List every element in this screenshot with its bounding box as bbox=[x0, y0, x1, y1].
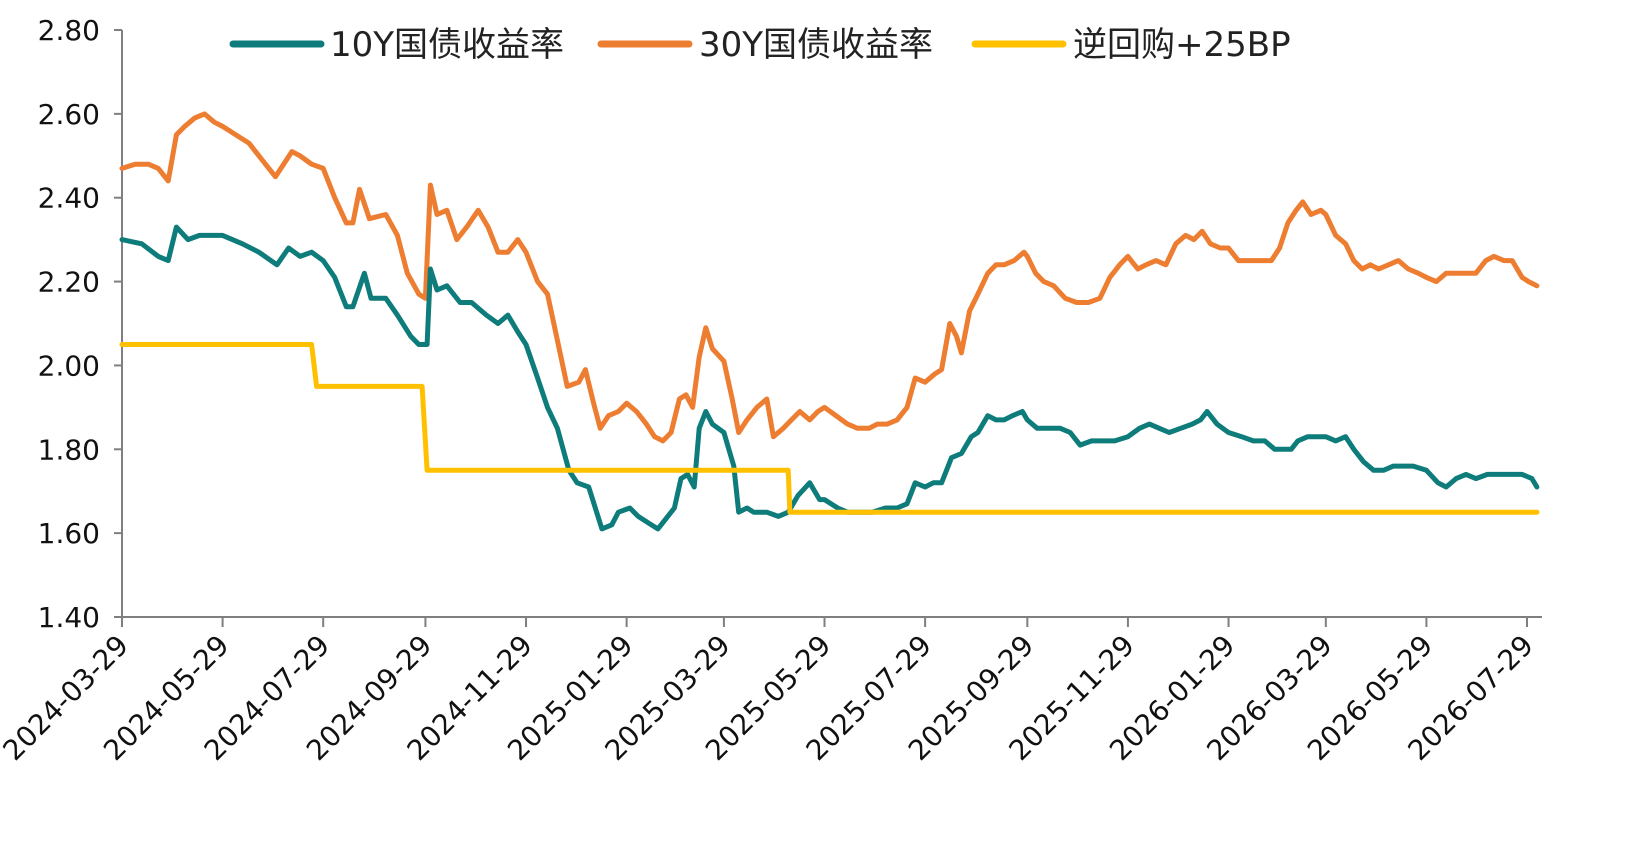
y-tick-label: 1.60 bbox=[38, 517, 100, 550]
y-tick-label: 2.00 bbox=[38, 349, 100, 382]
y-tick-label: 1.80 bbox=[38, 433, 100, 466]
y-tick-label: 2.40 bbox=[38, 182, 100, 215]
x-axis: 2024-03-292024-05-292024-07-292024-09-29… bbox=[0, 616, 1542, 767]
y-tick-label: 1.40 bbox=[38, 601, 100, 634]
legend-label-0: 10Y国债收益率 bbox=[330, 25, 564, 65]
y-tick-label: 2.80 bbox=[38, 14, 100, 47]
series-layer bbox=[119, 111, 1540, 532]
y-axis: 2.80 2.60 2.40 2.20 2.00 1.80 1.60 1.40 bbox=[38, 14, 123, 634]
y-tick-label: 2.20 bbox=[38, 266, 100, 299]
series-line-1 bbox=[119, 111, 1540, 444]
legend: 10Y国债收益率 30Y国债收益率 逆回购+25BP bbox=[229, 25, 1291, 65]
y-tick-label: 2.60 bbox=[38, 98, 100, 131]
legend-label-1: 30Y国债收益率 bbox=[699, 25, 933, 65]
series-line-2 bbox=[119, 342, 1540, 515]
series-line-0 bbox=[119, 224, 1540, 532]
legend-label-2: 逆回购+25BP bbox=[1073, 25, 1291, 65]
